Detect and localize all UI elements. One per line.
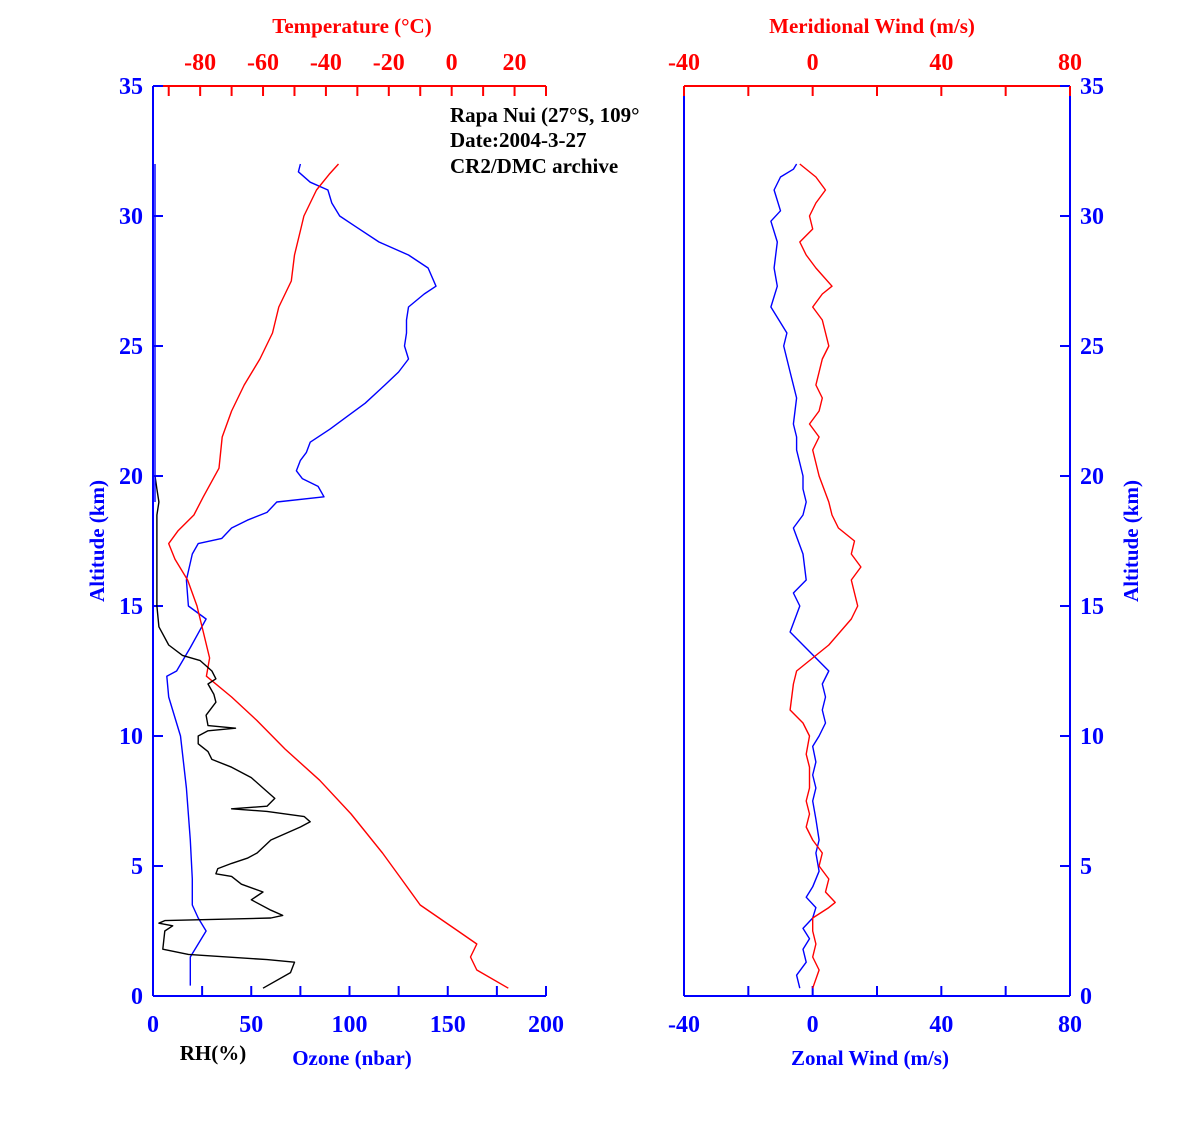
y-tick-label: 25	[119, 334, 143, 360]
x-top-title-meridional: Meridional Wind (m/s)	[769, 14, 975, 38]
wind-panel-right: 0 5 10 15 20 25 30 35 -40 0 40 80 -40 0 40 80 Meridional…	[668, 14, 1143, 1070]
x-bottom-title-rh: RH(%)	[180, 1041, 247, 1065]
series-line-zonal	[770, 163, 830, 989]
x-top-tick-label: 80	[1058, 50, 1082, 76]
x-top-tick-label: 20	[503, 50, 527, 76]
x-bottom-title-zonal: Zonal Wind (m/s)	[791, 1046, 949, 1070]
y-tick-label: 15	[119, 594, 143, 620]
series-line-meridional	[789, 163, 862, 989]
y-tick-label: 0	[1080, 984, 1092, 1010]
x-bottom-tick-label: 200	[528, 1012, 564, 1038]
series-line-ozone	[166, 163, 437, 986]
y-tick-label: 35	[119, 74, 143, 100]
y-tick-label: 15	[1080, 594, 1104, 620]
y-tick-label: 5	[1080, 854, 1092, 880]
annotation-station: Rapa Nui (27°S, 109°	[450, 103, 640, 127]
x-bottom-tick-label: 0	[807, 1012, 819, 1038]
x-top-tick-label: 0	[807, 50, 819, 76]
x-bottom-tick-label: 0	[147, 1012, 159, 1038]
y-title-altitude-right: Altitude (km)	[1119, 480, 1143, 602]
y-tick-label: 10	[1080, 724, 1104, 750]
x-top-tick-label: 40	[929, 50, 953, 76]
y-tick-label: 25	[1080, 334, 1104, 360]
x-top-tick-label: -20	[373, 50, 405, 76]
station-annotation: Rapa Nui (27°S, 109° Date:2004-3-27 CR2/…	[450, 103, 640, 178]
y-tick-label: 35	[1080, 74, 1104, 100]
annotation-date: Date:2004-3-27	[450, 128, 586, 152]
x-bottom-title-ozone: Ozone (nbar)	[292, 1046, 412, 1070]
annotation-archive: CR2/DMC archive	[450, 154, 618, 178]
x-bottom-tick-label: 40	[929, 1012, 953, 1038]
x-bottom-tick-label: 100	[332, 1012, 368, 1038]
y-title-altitude-left: Altitude (km)	[85, 480, 109, 602]
y-tick-label: 30	[119, 204, 143, 230]
x-bottom-tick-label: 150	[430, 1012, 466, 1038]
x-bottom-tick-label: -40	[668, 1012, 700, 1038]
series-line-temperature	[168, 163, 509, 989]
x-top-tick-label: -40	[668, 50, 700, 76]
y-tick-label: 10	[119, 724, 143, 750]
x-top-tick-label: -60	[247, 50, 279, 76]
x-top-tick-label: -40	[310, 50, 342, 76]
x-top-tick-label: -80	[184, 50, 216, 76]
y-tick-label: 30	[1080, 204, 1104, 230]
series-line-rh	[154, 475, 311, 989]
y-tick-label: 5	[131, 854, 143, 880]
profile-panel-left: 0 5 10 15 20 25 30 35 0 50 100 150 200 -80 -60 -40 -20 0 2…	[85, 14, 564, 1070]
y-tick-label: 20	[1080, 464, 1104, 490]
y-tick-label: 0	[131, 984, 143, 1010]
x-top-title-temperature: Temperature (°C)	[272, 14, 431, 38]
x-bottom-tick-label: 80	[1058, 1012, 1082, 1038]
y-tick-label: 20	[119, 464, 143, 490]
x-bottom-tick-label: 50	[239, 1012, 263, 1038]
x-top-tick-label: 0	[446, 50, 458, 76]
